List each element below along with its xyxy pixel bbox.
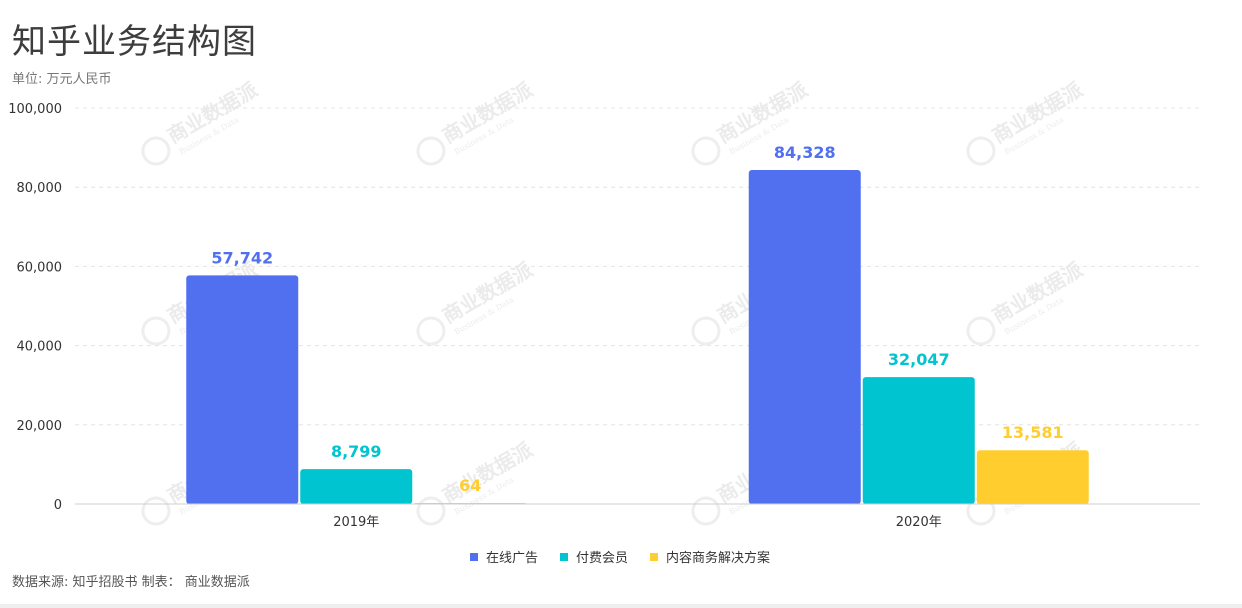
legend[interactable]: 在线广告 付费会员 内容商务解决方案 — [470, 550, 770, 566]
bar — [976, 450, 1089, 504]
watermark-logo — [691, 316, 721, 346]
data-label: 84,328 — [774, 143, 836, 162]
bottom-rule — [0, 604, 1242, 608]
data-label: 32,047 — [888, 350, 950, 369]
legend-item[interactable]: 付费会员 — [560, 551, 628, 566]
bar — [862, 377, 975, 504]
unit-label: 单位: 万元人民币 — [12, 72, 112, 87]
bar — [300, 469, 413, 504]
y-tick-label: 100,000 — [8, 102, 62, 117]
watermark-logo — [691, 496, 721, 526]
y-axis: 0 20,000 40,000 60,000 80,000 100,000 — [8, 102, 62, 513]
data-label: 8,799 — [331, 442, 382, 461]
source-note: 数据来源: 知乎招股书 制表： 商业数据派 — [12, 575, 250, 590]
watermark-logo — [141, 496, 171, 526]
watermark-logo — [141, 136, 171, 166]
watermark-logo — [966, 316, 996, 346]
legend-swatch — [650, 553, 658, 561]
watermark-logo — [416, 316, 446, 346]
y-tick-label: 20,000 — [17, 419, 63, 434]
data-label: 57,742 — [211, 248, 273, 267]
y-tick-label: 40,000 — [17, 340, 63, 355]
y-tick-label: 80,000 — [17, 181, 63, 196]
legend-swatch — [470, 553, 478, 561]
data-label: 13,581 — [1002, 423, 1064, 442]
legend-label: 在线广告 — [486, 551, 538, 566]
legend-item[interactable]: 在线广告 — [470, 551, 538, 566]
watermark-logo — [141, 316, 171, 346]
watermark-logo — [416, 496, 446, 526]
legend-label: 付费会员 — [576, 551, 628, 566]
watermark-logo — [416, 136, 446, 166]
chart-title: 知乎业务结构图 — [12, 22, 257, 62]
watermark-logo — [691, 136, 721, 166]
x-tick-label: 2019年 — [333, 515, 379, 530]
data-label: 64 — [459, 476, 481, 495]
bars: 57,742 8,799 64 84,328 32,047 13,581 — [186, 143, 1089, 504]
y-tick-label: 60,000 — [17, 260, 63, 275]
bar — [186, 275, 299, 504]
x-tick-label: 2020年 — [896, 515, 942, 530]
x-axis: 2019年 2020年 — [75, 503, 1200, 530]
y-tick-label: 0 — [54, 498, 62, 513]
legend-label: 内容商务解决方案 — [666, 550, 770, 566]
legend-swatch — [560, 553, 568, 561]
watermark-logo — [966, 136, 996, 166]
legend-item[interactable]: 内容商务解决方案 — [650, 550, 770, 566]
bar — [748, 170, 861, 504]
